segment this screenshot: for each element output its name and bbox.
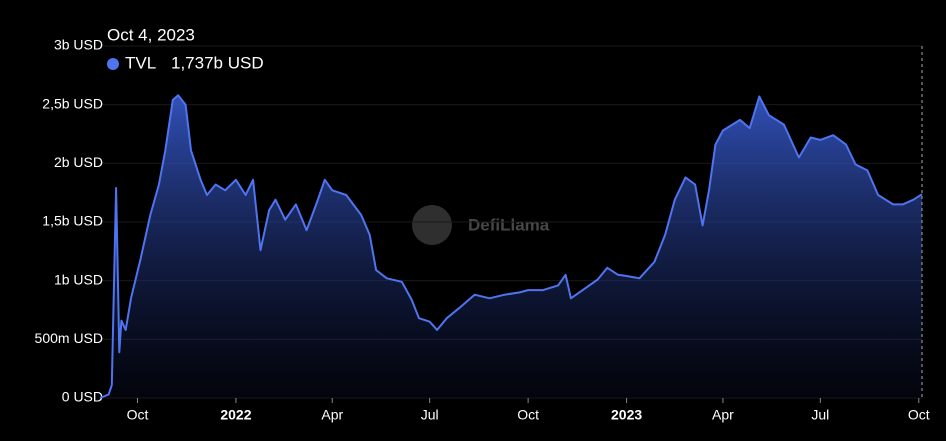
y-tick-label: 2b USD xyxy=(54,154,103,170)
watermark: DefiLlama xyxy=(412,205,550,245)
y-tick-label: 1b USD xyxy=(54,271,103,287)
y-tick-label: 0 USD xyxy=(62,389,103,405)
y-tick-label: 2,5b USD xyxy=(42,95,103,111)
tooltip-series: TVL xyxy=(125,53,156,72)
watermark-logo xyxy=(412,205,452,245)
x-tick-label: Oct xyxy=(908,407,930,423)
watermark-text: DefiLlama xyxy=(468,215,550,234)
y-tick-label: 3b USD xyxy=(54,37,103,53)
area xyxy=(100,95,922,399)
tooltip-date: Oct 4, 2023 xyxy=(107,25,195,44)
x-tick-label: Oct xyxy=(127,407,149,423)
x-tick-label: Jul xyxy=(421,407,439,423)
x-tick-label: Apr xyxy=(712,407,734,423)
tooltip-value: 1,737b USD xyxy=(171,53,264,72)
y-tick-label: 500m USD xyxy=(35,330,103,346)
legend-dot xyxy=(107,58,119,70)
x-tick-label: 2022 xyxy=(220,407,251,423)
x-tick-label: 2023 xyxy=(611,407,642,423)
x-tick-label: Oct xyxy=(517,407,539,423)
y-tick-label: 1,5b USD xyxy=(42,213,103,229)
x-tick-label: Apr xyxy=(321,407,343,423)
x-tick-label: Jul xyxy=(811,407,829,423)
line xyxy=(99,94,923,399)
